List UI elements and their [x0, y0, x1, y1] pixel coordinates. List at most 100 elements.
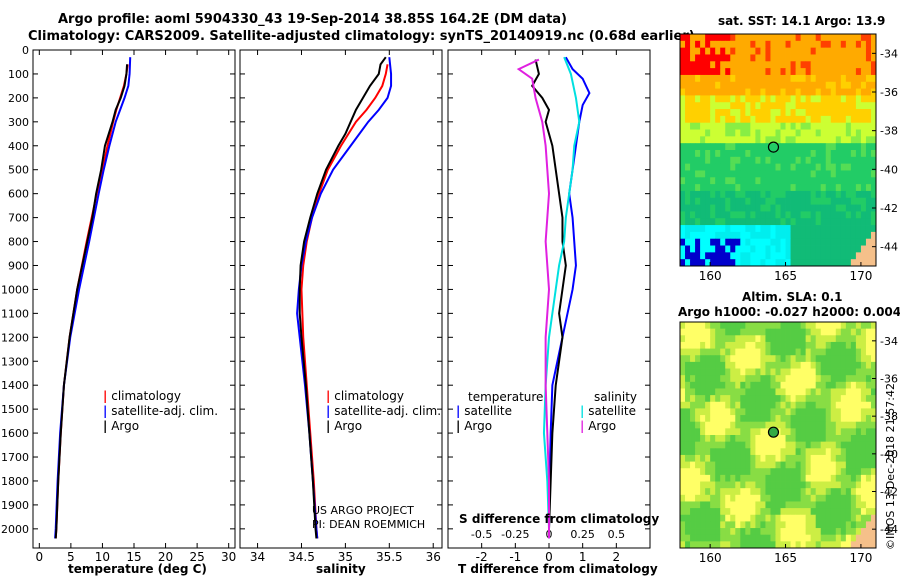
- map-cell: [840, 150, 847, 158]
- map-cell: [710, 109, 716, 117]
- map-cell: [795, 88, 802, 96]
- map-cell: [680, 375, 686, 383]
- map-cell: [825, 528, 832, 536]
- map-cell: [735, 115, 741, 124]
- map-cell: [720, 115, 726, 124]
- map-cell: [840, 341, 847, 349]
- map-cell: [685, 508, 691, 516]
- map-cell: [820, 190, 827, 199]
- map-cell: [760, 508, 766, 516]
- x-tick-label: 0: [545, 550, 553, 564]
- map-cell: [815, 401, 822, 409]
- map-cell: [825, 211, 832, 219]
- map-cell: [715, 122, 721, 130]
- map-cell: [720, 408, 726, 416]
- map-cell: [835, 355, 842, 363]
- map-cell: [865, 115, 872, 124]
- map-cell: [860, 211, 867, 219]
- map-cell: [855, 54, 862, 62]
- map-cell: [705, 122, 711, 130]
- map-cell: [785, 68, 791, 76]
- map-cell: [815, 395, 822, 403]
- map-cell: [795, 184, 802, 192]
- map-cell: [835, 428, 842, 436]
- map-cell: [770, 156, 776, 165]
- map-cell: [750, 129, 756, 137]
- map-cell: [840, 368, 847, 376]
- map-cell: [820, 54, 827, 62]
- map-cell: [730, 428, 736, 436]
- map-cell: [825, 197, 832, 205]
- map-cell: [845, 259, 852, 267]
- map-cell: [820, 395, 827, 403]
- map-cell: [835, 488, 842, 496]
- map-cell: [685, 170, 691, 178]
- series-line-temperature-argo: [530, 59, 567, 539]
- map-cell: [810, 54, 817, 62]
- map-cell: [715, 68, 721, 76]
- map-cell: [765, 170, 771, 178]
- map-cell: [865, 468, 872, 476]
- map-cell: [810, 40, 817, 49]
- map-cell: [735, 541, 741, 549]
- map-cell: [745, 401, 751, 409]
- map-cell: [795, 177, 802, 185]
- map-cell: [755, 415, 761, 423]
- map-cell: [800, 488, 807, 496]
- map-cell: [795, 454, 802, 462]
- map-cell: [825, 421, 832, 429]
- map-cell: [825, 68, 832, 76]
- map-cell: [775, 129, 781, 137]
- map-cell: [795, 474, 802, 482]
- map-cell: [870, 508, 877, 516]
- map-cell: [730, 190, 736, 199]
- map-cell: [845, 88, 852, 96]
- map-cell: [835, 211, 842, 219]
- map-cell: [765, 355, 771, 363]
- map-cell: [870, 408, 877, 416]
- map-cell: [680, 54, 686, 62]
- map-cell: [750, 150, 756, 158]
- map-cell: [745, 204, 751, 212]
- map-cell: [715, 190, 721, 199]
- map-cell: [695, 388, 701, 396]
- map-cell: [680, 74, 686, 83]
- map-cell: [845, 61, 852, 69]
- map-cell: [785, 163, 791, 171]
- map-cell: [855, 322, 862, 330]
- map-cell: [865, 218, 872, 226]
- map-cell: [770, 204, 776, 212]
- map-cell: [820, 454, 827, 462]
- map-cell: [690, 136, 696, 144]
- map-cell: [725, 143, 731, 151]
- map-cell: [710, 421, 716, 429]
- map-cell: [690, 421, 696, 429]
- map-cell: [790, 150, 796, 158]
- map-cell: [720, 122, 726, 130]
- map-cell: [845, 375, 852, 383]
- map-cell: [770, 150, 776, 158]
- map-cell: [795, 501, 802, 509]
- map-cell: [850, 415, 857, 423]
- map-cell: [810, 177, 817, 185]
- map-cell: [870, 68, 877, 76]
- map-cell: [725, 197, 731, 205]
- map-cell: [825, 335, 832, 343]
- map-cell: [750, 395, 756, 403]
- map-cell: [760, 388, 766, 396]
- map-cell: [800, 355, 807, 363]
- x-tick-label: -2: [476, 550, 488, 564]
- map-cell: [695, 122, 701, 130]
- legend-argo: | Argo: [103, 419, 140, 433]
- map-cell: [720, 348, 726, 356]
- map-cell: [865, 129, 872, 137]
- map-cell: [755, 156, 761, 165]
- map-cell: [840, 204, 847, 212]
- map-cell: [845, 225, 852, 233]
- map-cell: [805, 102, 812, 110]
- map-cell: [725, 541, 731, 549]
- map-cell: [850, 435, 857, 443]
- map-cell: [750, 54, 756, 62]
- map-cell: [810, 95, 817, 103]
- map-cell: [835, 415, 842, 423]
